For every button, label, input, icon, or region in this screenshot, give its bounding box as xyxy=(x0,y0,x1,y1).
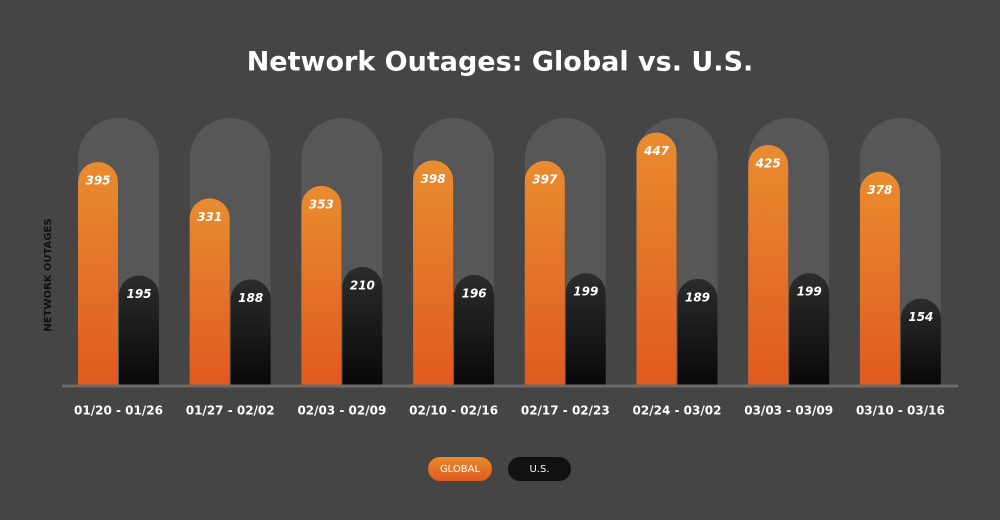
bar xyxy=(454,274,495,386)
value-label: 425 xyxy=(755,157,781,171)
value-label: 353 xyxy=(309,197,334,211)
value-label: 199 xyxy=(573,285,598,299)
value-label: 447 xyxy=(643,144,670,158)
value-label: 196 xyxy=(462,286,487,300)
value-label: 188 xyxy=(238,291,263,305)
bar xyxy=(189,198,230,386)
x-tick-label: 03/10 - 03/16 xyxy=(856,404,945,418)
bar xyxy=(565,273,606,386)
value-label: 189 xyxy=(685,290,710,304)
bar xyxy=(301,185,342,386)
bar xyxy=(413,160,454,386)
legend: GLOBAL U.S. xyxy=(428,457,571,481)
bar xyxy=(789,273,830,386)
legend-swatch xyxy=(428,457,492,481)
x-tick-label: 02/03 - 02/09 xyxy=(297,404,386,418)
value-label: 199 xyxy=(797,285,822,299)
bar xyxy=(78,162,118,386)
value-label: 210 xyxy=(350,278,375,292)
chart-title: Network Outages: Global vs. U.S. xyxy=(247,47,754,78)
legend-label: GLOBAL xyxy=(440,464,481,475)
bar xyxy=(119,275,159,386)
value-label: 397 xyxy=(532,172,558,186)
bar xyxy=(342,266,383,386)
value-label: 331 xyxy=(197,210,222,224)
x-tick-label: 02/10 - 02/16 xyxy=(409,404,498,418)
value-label: 154 xyxy=(908,310,933,324)
y-axis-label: NETWORK OUTAGES xyxy=(43,218,54,331)
bar xyxy=(748,145,789,386)
legend-swatch xyxy=(508,457,571,481)
legend-label: U.S. xyxy=(529,464,549,475)
value-label: 195 xyxy=(126,287,151,301)
bar xyxy=(677,278,718,386)
x-tick-label: 01/20 - 01/26 xyxy=(74,404,163,418)
x-labels: 01/20 - 01/26 01/27 - 02/02 02/03 - 02/09 0… xyxy=(74,404,945,418)
bar xyxy=(636,132,677,386)
bars: 395 195 331 188 353 210 398 196 397 199 447 189 425 1… xyxy=(78,132,941,386)
x-tick-label: 01/27 - 02/02 xyxy=(186,404,275,418)
value-label: 378 xyxy=(867,183,892,197)
bar xyxy=(524,160,565,386)
bar xyxy=(230,279,271,386)
x-tick-label: 03/03 - 03/09 xyxy=(744,404,833,418)
x-tick-label: 02/17 - 02/23 xyxy=(521,404,610,418)
bar xyxy=(859,171,900,386)
value-label: 398 xyxy=(421,172,446,186)
value-label: 395 xyxy=(85,174,110,188)
x-tick-label: 02/24 - 03/02 xyxy=(633,404,722,418)
bar xyxy=(900,298,941,386)
